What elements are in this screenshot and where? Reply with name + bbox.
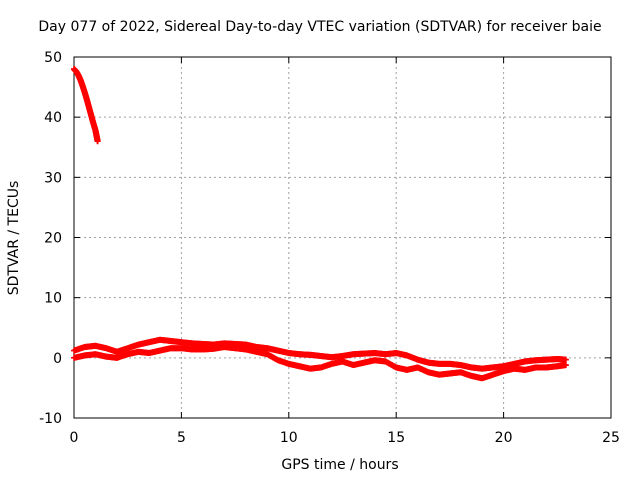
x-tick-label: 10 <box>280 430 298 446</box>
x-tick-label: 20 <box>495 430 513 446</box>
chart-title: Day 077 of 2022, Sidereal Day-to-day VTE… <box>38 19 602 35</box>
y-tick-label: 50 <box>44 50 62 66</box>
data-point-early-decay <box>94 138 101 145</box>
y-tick-label: 40 <box>44 110 62 126</box>
x-axis-label: GPS time / hours <box>281 457 399 473</box>
y-tick-label: 20 <box>44 231 62 247</box>
x-tick-label: 0 <box>70 430 79 446</box>
y-tick-label: 10 <box>44 291 62 307</box>
x-tick-label: 15 <box>387 430 405 446</box>
y-tick-label: 0 <box>53 351 62 367</box>
data-point-band-upper <box>562 356 569 363</box>
y-tick-label: -10 <box>39 411 62 427</box>
x-tick-label: 5 <box>177 430 186 446</box>
data-point-band-lower <box>562 362 569 369</box>
y-tick-label: 30 <box>44 170 62 186</box>
x-tick-label: 25 <box>602 430 620 446</box>
